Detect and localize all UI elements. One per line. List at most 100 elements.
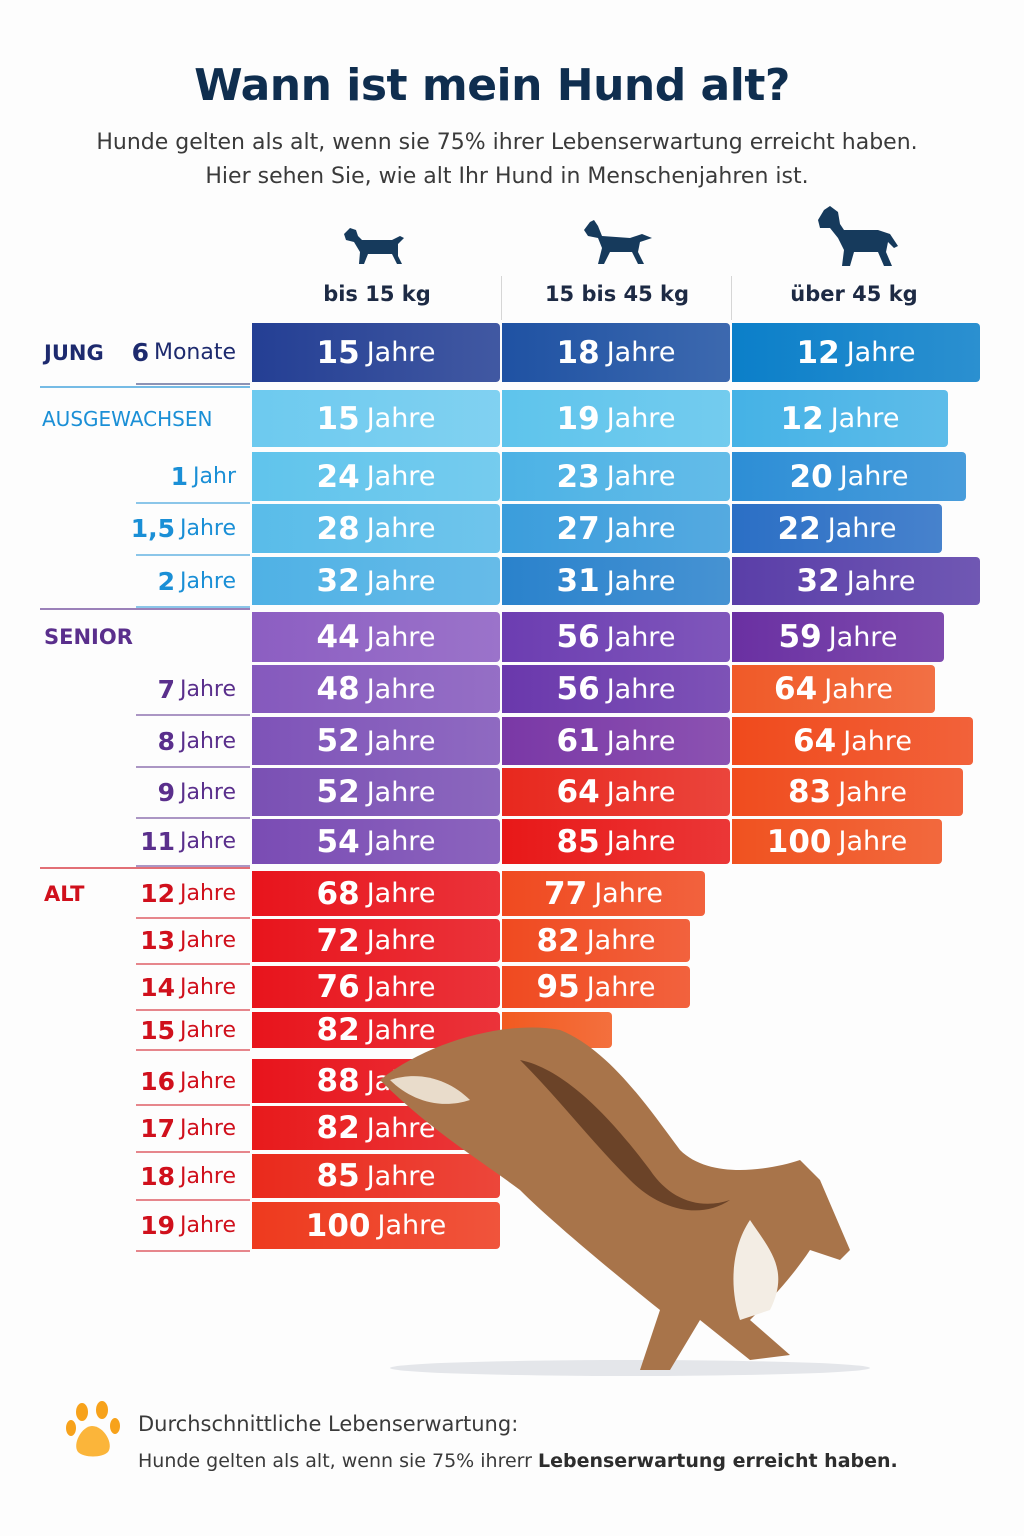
value-unit: Jahre [366, 725, 436, 757]
age-label: 12 Jahre [140, 871, 236, 916]
value-cell-über-45-kg: 12 Jahre [732, 323, 980, 382]
value-number: 48 [316, 671, 360, 707]
footer-heading: Durchschnittliche Lebenserwartung: [138, 1412, 519, 1436]
small-dog-icon [344, 228, 404, 264]
age-underline [136, 1009, 250, 1011]
value-cell-über-45-kg: 100 Jahre [732, 819, 942, 864]
table-row: 8 Jahre 52 Jahre 61 Jahre 64 Jahre [0, 717, 1024, 768]
age-label: 19 Jahre [140, 1202, 236, 1249]
value-cell-über-45-kg: 32 Jahre [732, 557, 980, 605]
value-unit: Jahre [366, 565, 436, 597]
age-label: 9 Jahre [158, 768, 236, 816]
value-number: 15 [316, 334, 360, 371]
value-unit: Jahre [606, 565, 676, 597]
table-row: 14 Jahre 76 Jahre 95 Jahre [0, 966, 1024, 1011]
age-label: 14 Jahre [140, 966, 236, 1008]
age-number: 19 [140, 1211, 175, 1240]
paw-icon [66, 1401, 120, 1457]
value-cell-bis-15-kg: 32 Jahre [252, 557, 500, 605]
value-unit: Jahre [828, 621, 898, 653]
table-row: AUSGEWACHSEN 15 Jahre 19 Jahre 12 Jahre [0, 386, 1024, 447]
value-number: 56 [556, 671, 600, 707]
value-cell-bis-15-kg: 28 Jahre [252, 504, 500, 553]
table-row: 7 Jahre 48 Jahre 56 Jahre 64 Jahre [0, 665, 1024, 716]
value-cell-bis-15-kg: 100 Jahre [252, 1202, 500, 1249]
age-unit: Jahr [193, 464, 236, 489]
value-unit: Jahre [846, 565, 916, 597]
value-cell-über-45-kg: 83 Jahre [732, 768, 963, 816]
age-underline [136, 1199, 250, 1201]
column-divider [501, 276, 502, 320]
age-unit: Jahre [179, 1115, 236, 1141]
table-row: SENIOR 44 Jahre 56 Jahre 59 Jahre [0, 608, 1024, 662]
value-cell-über-45-kg: 20 Jahre [732, 452, 966, 501]
value-unit: Jahre [846, 337, 916, 368]
value-number: 64 [556, 774, 600, 810]
value-unit: Jahre [606, 673, 676, 705]
age-number: 11 [140, 827, 175, 856]
age-unit: Jahre [179, 676, 236, 702]
value-unit: Jahre [586, 925, 656, 956]
value-cell-bis-15-kg: 44 Jahre [252, 612, 500, 662]
value-number: 61 [556, 723, 600, 759]
value-cell-15-bis-45-kg: 23 Jahre [502, 452, 730, 501]
value-number: 83 [788, 774, 832, 810]
group-divider [40, 867, 250, 869]
age-number: 17 [140, 1113, 175, 1143]
value-unit: Jahre [366, 403, 436, 434]
value-cell-über-45-kg: 59 Jahre [732, 612, 944, 662]
group-divider [40, 608, 250, 610]
subtitle-line-1: Hunde gelten als alt, wenn sie 75% ihrer… [96, 130, 918, 155]
table-row: ALT 12 Jahre 68 Jahre 77 Jahre [0, 867, 1024, 919]
age-unit: Jahre [179, 1068, 236, 1094]
table-row: 19 Jahre 100 Jahre [0, 1202, 1024, 1252]
value-number: 27 [556, 510, 600, 547]
age-underline [136, 1151, 250, 1153]
age-unit: Jahre [179, 974, 236, 1000]
age-label: 11 Jahre [140, 819, 236, 864]
value-cell-bis-15-kg: 72 Jahre [252, 919, 500, 962]
age-underline [136, 1049, 250, 1051]
value-unit: Jahre [830, 403, 900, 434]
value-number: 64 [793, 723, 837, 759]
value-number: 52 [316, 723, 360, 759]
age-underline [136, 714, 250, 716]
age-underline [136, 963, 250, 965]
value-cell-15-bis-45-kg: 85 Jahre [502, 819, 730, 864]
page-title: Wann ist mein Hund alt? [194, 60, 790, 111]
table-row: 9 Jahre 52 Jahre 64 Jahre 83 Jahre [0, 768, 1024, 819]
value-number: 52 [316, 774, 360, 810]
value-cell-über-45-kg: 22 Jahre [732, 504, 942, 553]
value-cell-bis-15-kg: 15 Jahre [252, 323, 500, 382]
value-cell-bis-15-kg: 85 Jahre [252, 1154, 500, 1198]
group-label-senior: SENIOR [44, 625, 133, 649]
age-unit: Jahre [179, 928, 236, 953]
age-label: 7 Jahre [158, 665, 236, 713]
age-underline [136, 1250, 250, 1252]
value-unit: Jahre [377, 1210, 447, 1241]
age-underline [136, 766, 250, 768]
table-row: 1,5 Jahre 28 Jahre 27 Jahre 22 Jahre [0, 504, 1024, 556]
value-number: 12 [780, 400, 824, 437]
age-underline [136, 606, 250, 608]
age-number: 12 [140, 879, 175, 908]
medium-dog-icon [584, 220, 652, 264]
value-unit: Jahre [839, 461, 909, 492]
table-row: 13 Jahre 72 Jahre 82 Jahre [0, 919, 1024, 965]
value-number: 19 [556, 400, 600, 437]
age-label: 6 Monate [132, 323, 236, 382]
value-unit: Jahre [606, 621, 676, 653]
value-unit: Jahre [366, 337, 436, 368]
table-row: 1 Jahr 24 Jahre 23 Jahre 20 Jahre [0, 452, 1024, 504]
age-number: 9 [157, 777, 175, 807]
age-number: 14 [140, 972, 175, 1002]
value-cell-15-bis-45-kg: 18 Jahre [502, 323, 730, 382]
footer-text-bold: Lebenserwartung erreicht haben. [537, 1450, 898, 1472]
value-cell-15-bis-45-kg: 19 Jahre [502, 390, 730, 447]
age-number: 7 [157, 674, 175, 704]
age-unit: Jahre [179, 1163, 236, 1189]
age-underline [136, 817, 250, 819]
value-number: 20 [789, 458, 833, 495]
age-number: 1 [170, 462, 189, 491]
age-label: 8 Jahre [158, 717, 236, 765]
